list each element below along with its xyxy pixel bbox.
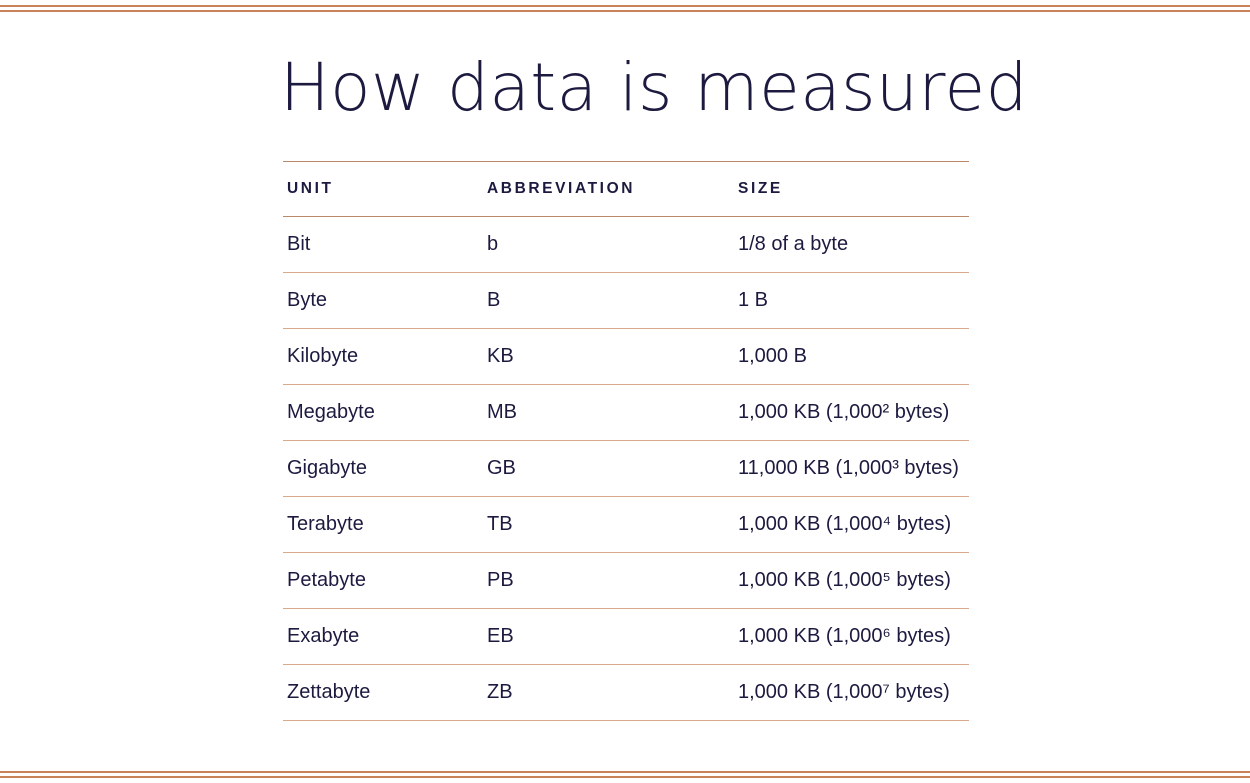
unit-cell: Gigabyte (287, 457, 368, 479)
abbreviation-cell: PB (487, 569, 514, 591)
unit-cell: Terabyte (287, 513, 364, 535)
table-row-terabyte: Terabyte TB 1,000 KB (1,000⁴ bytes) (283, 497, 969, 553)
top-border-line-inner (0, 10, 1250, 12)
table-row-byte: Byte B 1 B (283, 273, 969, 329)
table-row-exabyte: Exabyte EB 1,000 KB (1,000⁶ bytes) (283, 609, 969, 665)
top-border-line-outer (0, 5, 1250, 7)
abbreviation-cell: EB (487, 625, 514, 647)
bottom-border-line-outer (0, 776, 1250, 778)
size-cell: 1,000 KB (1,000⁷ bytes) (738, 681, 950, 703)
column-header-abbreviation: ABBREVIATION (487, 180, 636, 197)
data-units-table: UNIT ABBREVIATION SIZE Bit b 1/8 of a by… (283, 161, 969, 721)
unit-cell: Byte (287, 289, 328, 311)
size-cell: 1,000 KB (1,000⁶ bytes) (738, 625, 951, 647)
column-header-unit: UNIT (287, 180, 334, 197)
unit-cell: Kilobyte (287, 345, 359, 367)
table-row-zettabyte: Zettabyte ZB 1,000 KB (1,000⁷ bytes) (283, 665, 969, 721)
abbreviation-cell: KB (487, 345, 514, 367)
abbreviation-cell: ZB (487, 681, 513, 703)
unit-cell: Bit (287, 233, 311, 255)
table-row-kilobyte: Kilobyte KB 1,000 B (283, 329, 969, 385)
size-cell: 1 B (738, 289, 769, 311)
unit-cell: Megabyte (287, 401, 375, 423)
unit-cell: Zettabyte (287, 681, 371, 703)
bottom-border-line-inner (0, 771, 1250, 773)
abbreviation-cell: b (487, 233, 499, 255)
abbreviation-cell: B (487, 289, 501, 311)
size-cell: 1/8 of a byte (738, 233, 849, 255)
table-row-petabyte: Petabyte PB 1,000 KB (1,000⁵ bytes) (283, 553, 969, 609)
page-title: How data is measured (280, 49, 1029, 126)
unit-cell: Exabyte (287, 625, 360, 647)
size-cell: 11,000 KB (1,000³ bytes) (738, 457, 959, 479)
table-row-bit: Bit b 1/8 of a byte (283, 217, 969, 273)
column-header-size: SIZE (738, 180, 783, 197)
table-row-gigabyte: Gigabyte GB 11,000 KB (1,000³ bytes) (283, 441, 969, 497)
size-cell: 1,000 KB (1,000² bytes) (738, 401, 950, 423)
abbreviation-cell: TB (487, 513, 513, 535)
table-row-megabyte: Megabyte MB 1,000 KB (1,000² bytes) (283, 385, 969, 441)
abbreviation-cell: GB (487, 457, 516, 479)
size-cell: 1,000 KB (1,000⁴ bytes) (738, 513, 952, 535)
abbreviation-cell: MB (487, 401, 517, 423)
size-cell: 1,000 B (738, 345, 807, 367)
table-header-row: UNIT ABBREVIATION SIZE (283, 161, 969, 217)
size-cell: 1,000 KB (1,000⁵ bytes) (738, 569, 951, 591)
unit-cell: Petabyte (287, 569, 366, 591)
